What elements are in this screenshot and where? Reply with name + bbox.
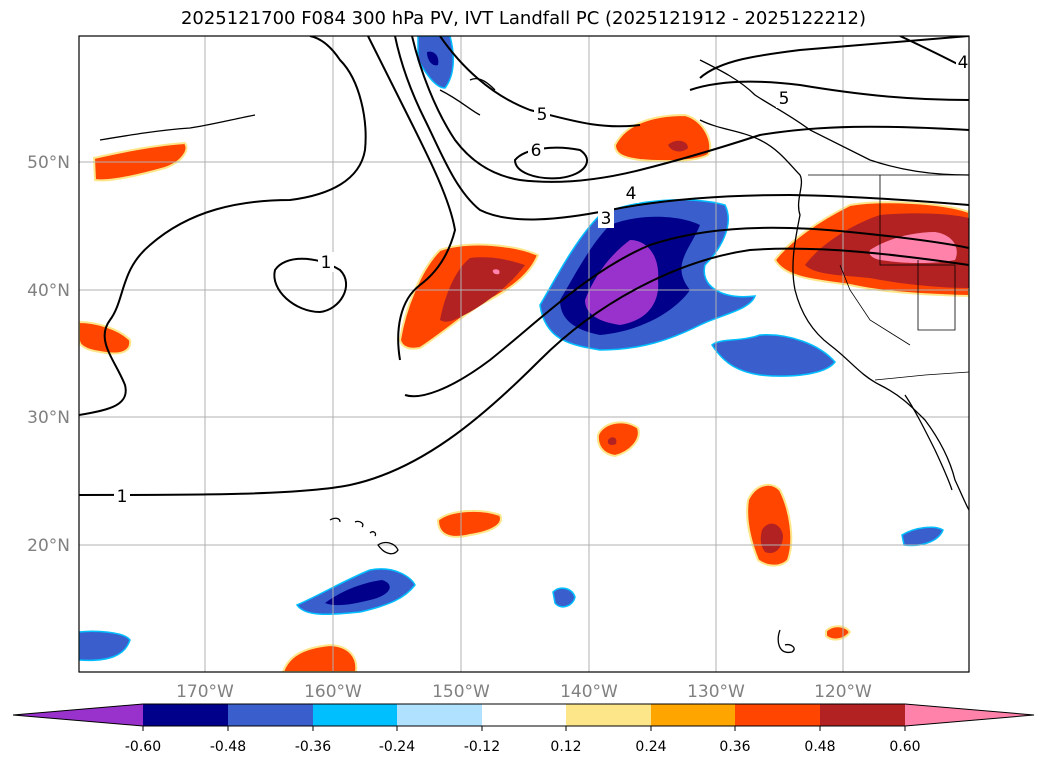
contour-label: 6: [531, 141, 542, 161]
colorbar-tick-label: -0.48: [210, 739, 246, 755]
lat-label: 40°N: [27, 281, 70, 301]
lon-label: 170°W: [176, 682, 234, 702]
colorbar-segment: [397, 704, 482, 726]
colorbar-tick-label: -0.36: [295, 739, 331, 755]
positive-anomaly-region: [281, 643, 358, 672]
lat-label: 50°N: [27, 153, 70, 173]
colorbar-tick-label: -0.24: [379, 739, 415, 755]
colorbar-segment: [566, 704, 651, 726]
colorbar-extend-high: [905, 704, 1034, 726]
pv-contours: [79, 36, 969, 496]
coastlines: [99, 59, 969, 653]
chart-title: 2025121700 F084 300 hPa PV, IVT Landfall…: [180, 8, 867, 29]
colorbar-tick-label: 0.36: [719, 739, 750, 755]
negative-anomaly-region: [711, 334, 836, 377]
negative-anomaly-region: [552, 587, 576, 608]
colorbar-tick-label: -0.12: [464, 739, 500, 755]
positive-anomaly-region: [596, 421, 640, 458]
colorbar-tick-label: 0.60: [889, 739, 920, 755]
map-panel: [79, 36, 969, 672]
colorbar-extend-low: [13, 704, 143, 726]
colorbar-tick-label: 0.24: [635, 739, 666, 755]
positive-anomaly-region: [668, 140, 688, 152]
contour-label: 1: [117, 487, 128, 507]
colorbar-segment: [228, 704, 313, 726]
positive-anomaly-region: [825, 625, 852, 641]
contour-label: 5: [779, 89, 790, 109]
ivt-filled-regions: [79, 36, 969, 672]
positive-anomaly-region: [760, 523, 783, 554]
colorbar-segment: [313, 704, 397, 726]
contour-label: 4: [626, 184, 637, 204]
positive-anomaly-region: [607, 437, 617, 445]
lon-label: 130°W: [687, 682, 745, 702]
lon-label: 150°W: [432, 682, 490, 702]
colorbar-tick-label: -0.60: [125, 739, 161, 755]
lon-label: 120°W: [814, 682, 872, 702]
map-border: [78, 35, 970, 673]
negative-anomaly-region: [325, 580, 390, 606]
negative-anomaly-region: [585, 240, 659, 325]
contour-labels: 1 1 3 4 5 5 6 4: [114, 52, 969, 507]
borders: [808, 174, 969, 381]
lat-label: 20°N: [27, 536, 70, 556]
colorbar-segment: [651, 704, 735, 726]
positive-anomaly-region: [492, 269, 500, 275]
lat-label: 30°N: [27, 408, 70, 428]
longitude-labels: 170°W 160°W 150°W 140°W 130°W 120°W: [176, 682, 872, 702]
colorbar-segment: [482, 704, 566, 726]
colorbar-segment: [735, 704, 820, 726]
colorbar-tick-label: 0.12: [550, 739, 581, 755]
colorbar-segment: [820, 704, 905, 726]
negative-anomaly-region: [79, 630, 131, 662]
colorbar: -0.60 -0.48 -0.36 -0.24 -0.12 0.12 0.24 …: [12, 703, 1035, 755]
positive-anomaly-region: [436, 509, 502, 538]
gridlines: [79, 36, 969, 672]
contour-label: 1: [321, 253, 332, 273]
contour-label: 3: [601, 209, 612, 229]
contour-label: 4: [958, 53, 969, 73]
negative-anomaly-region: [427, 51, 439, 66]
positive-anomaly-region: [613, 113, 712, 163]
latitude-labels: 50°N 40°N 30°N 20°N: [27, 153, 70, 556]
lon-label: 160°W: [304, 682, 362, 702]
contour-label: 5: [537, 105, 548, 125]
colorbar-segment: [143, 704, 228, 726]
lon-label: 140°W: [560, 682, 618, 702]
colorbar-tick-label: 0.48: [804, 739, 835, 755]
